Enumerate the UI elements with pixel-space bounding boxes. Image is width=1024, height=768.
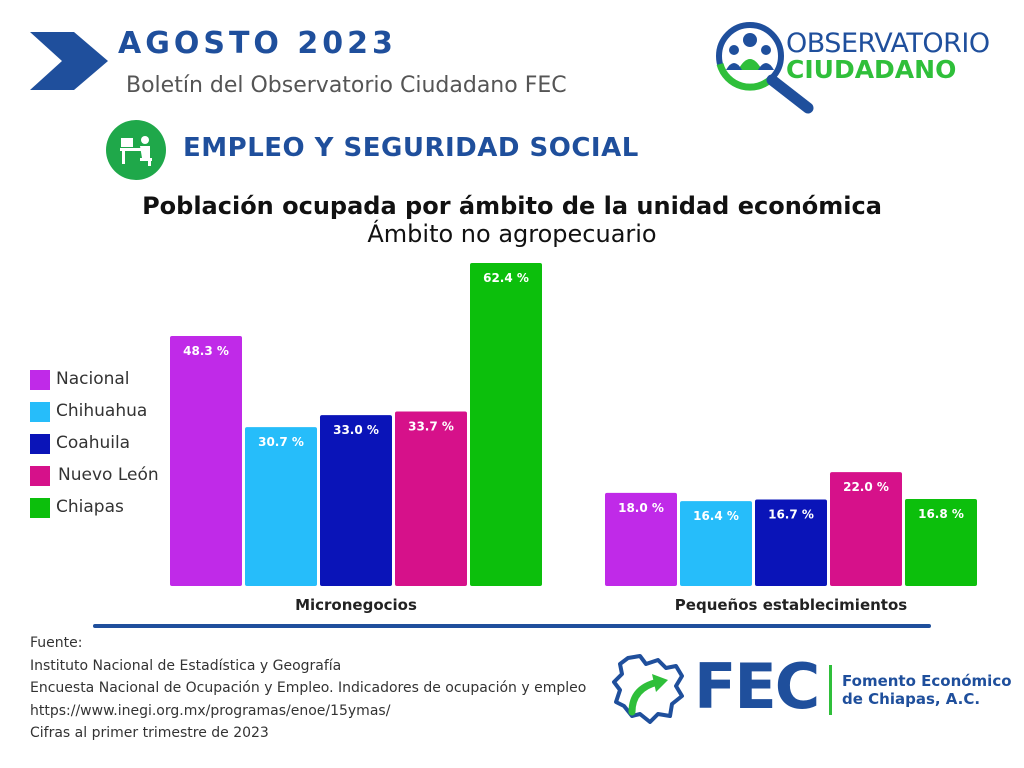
office-worker-icon bbox=[106, 120, 166, 180]
bulletin-month: AGOSTO 2023 bbox=[118, 26, 397, 61]
legend-swatch-chihuahua bbox=[30, 402, 50, 422]
fec-logo-separator bbox=[829, 665, 832, 715]
bar-chart: 48.3 % 30.7 % 33.0 % 33.7 % 62.4 % Micronegoc… bbox=[170, 263, 977, 614]
legend-label-nuevo-leon: Nuevo León bbox=[58, 465, 159, 485]
legend-label-coahuila: Coahuila bbox=[56, 433, 131, 453]
fec-logo-name-line2: de Chiapas, A.C. bbox=[842, 690, 981, 708]
bar-micronegocios-chihuahua bbox=[245, 427, 317, 586]
data-label-pequenos-establecimientos-nuevo-leon: 22.0 % bbox=[843, 480, 889, 494]
bulletin-subtitle: Boletín del Observatorio Ciudadano FEC bbox=[126, 73, 567, 98]
fec-logo-acronym: FEC bbox=[694, 650, 820, 723]
observatorio-logo-line2: CIUDADANO bbox=[786, 55, 957, 84]
chart-title: Población ocupada por ámbito de la unida… bbox=[142, 192, 882, 220]
bar-pequenos-establecimientos-coahuila bbox=[755, 499, 827, 586]
data-label-micronegocios-nuevo-leon: 33.7 % bbox=[408, 420, 454, 434]
section-title: EMPLEO Y SEGURIDAD SOCIAL bbox=[183, 133, 639, 163]
chiapas-map-icon bbox=[612, 654, 684, 724]
bar-pequenos-establecimientos-nuevo-leon bbox=[830, 472, 902, 586]
category-label-micronegocios: Micronegocios bbox=[295, 596, 417, 614]
bar-pequenos-establecimientos-chihuahua bbox=[680, 501, 752, 586]
bar-micronegocios-nuevo-leon bbox=[395, 411, 467, 586]
bar-micronegocios-coahuila bbox=[320, 415, 392, 586]
footer-divider bbox=[93, 624, 931, 628]
source-line: Fuente: bbox=[30, 635, 83, 651]
data-label-micronegocios-nacional: 48.3 % bbox=[183, 344, 229, 358]
data-label-micronegocios-chihuahua: 30.7 % bbox=[258, 435, 304, 449]
legend-swatch-coahuila bbox=[30, 434, 50, 454]
legend-label-chiapas: Chiapas bbox=[56, 497, 124, 517]
chevron-arrow-icon bbox=[30, 32, 108, 90]
bar-micronegocios-nacional bbox=[170, 335, 242, 586]
data-label-pequenos-establecimientos-coahuila: 16.7 % bbox=[768, 508, 814, 522]
source-line: Encuesta Nacional de Ocupación y Empleo.… bbox=[30, 680, 587, 696]
source-line: Cifras al primer trimestre de 2023 bbox=[30, 725, 269, 741]
source-line: Instituto Nacional de Estadística y Geog… bbox=[30, 657, 342, 674]
bar-pequenos-establecimientos-nacional bbox=[605, 492, 677, 586]
data-label-pequenos-establecimientos-chiapas: 16.8 % bbox=[918, 507, 964, 521]
source-notes: Fuente: Instituto Nacional de Estadístic… bbox=[30, 632, 586, 745]
chart-subtitle: Ámbito no agropecuario bbox=[367, 220, 657, 248]
legend-swatch-nuevo-leon bbox=[30, 466, 50, 486]
data-label-pequenos-establecimientos-nacional: 18.0 % bbox=[618, 501, 664, 515]
category-label-pequenos-establecimientos: Pequeños establecimientos bbox=[675, 596, 907, 614]
legend-label-nacional: Nacional bbox=[56, 369, 130, 389]
legend-swatch-chiapas bbox=[30, 498, 50, 518]
source-link[interactable]: https://www.inegi.org.mx/programas/enoe/… bbox=[30, 702, 391, 719]
legend-label-chihuahua: Chihuahua bbox=[56, 401, 148, 421]
data-label-micronegocios-chiapas: 62.4 % bbox=[483, 271, 529, 285]
observatorio-logo bbox=[716, 22, 814, 114]
fec-logo-name-line1: Fomento Económico bbox=[842, 672, 1012, 690]
data-label-micronegocios-coahuila: 33.0 % bbox=[333, 423, 379, 437]
bar-micronegocios-chiapas bbox=[470, 263, 542, 586]
legend-swatch-nacional bbox=[30, 370, 50, 390]
bar-pequenos-establecimientos-chiapas bbox=[905, 499, 977, 586]
data-label-pequenos-establecimientos-chihuahua: 16.4 % bbox=[693, 509, 739, 523]
observatorio-logo-line1: OBSERVATORIO bbox=[786, 28, 990, 59]
